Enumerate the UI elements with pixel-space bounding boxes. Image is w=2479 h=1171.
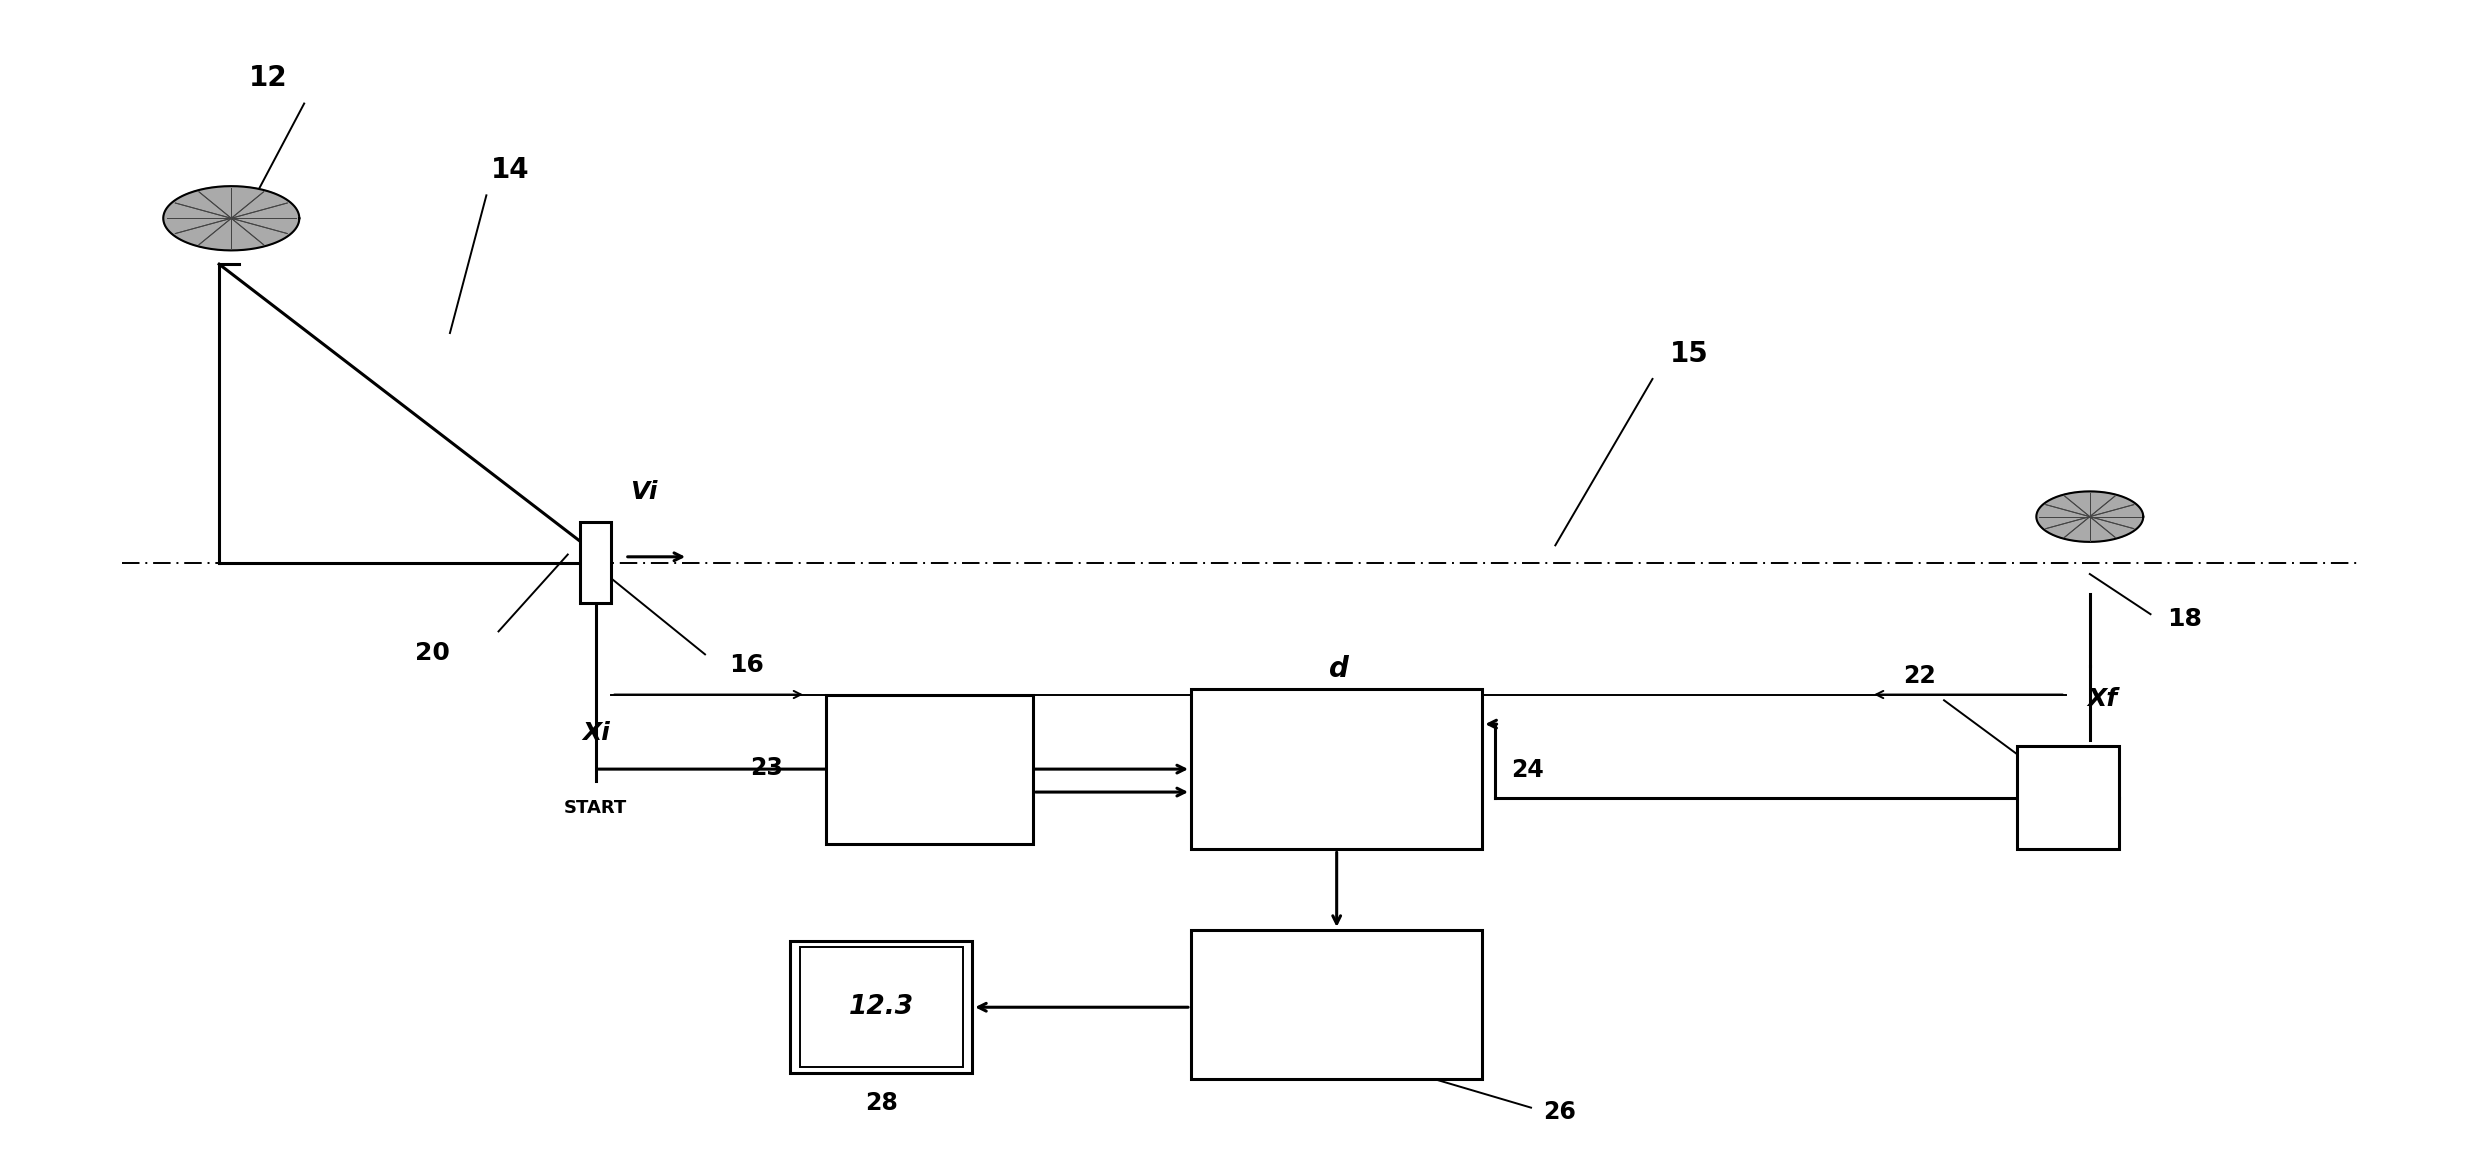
Text: 16: 16 (729, 652, 764, 677)
Text: 14: 14 (491, 156, 531, 184)
Text: 28: 28 (865, 1091, 897, 1115)
Text: Xf: Xf (2087, 687, 2117, 711)
Text: d: d (1329, 656, 1349, 684)
Bar (1190, 689, 1482, 849)
Text: 15: 15 (1668, 340, 1708, 368)
Text: Vi: Vi (630, 480, 657, 505)
Bar (2018, 746, 2120, 849)
Text: 20: 20 (414, 641, 451, 665)
Text: CPU: CPU (1306, 992, 1366, 1018)
Bar (801, 947, 962, 1068)
Text: 12.3: 12.3 (848, 994, 915, 1020)
Bar (791, 941, 972, 1073)
Bar (1190, 930, 1482, 1078)
Text: 22: 22 (1904, 664, 1936, 689)
Text: TIMER: TIMER (1292, 756, 1383, 782)
Text: 24: 24 (1512, 758, 1544, 782)
Text: STOP: STOP (2045, 790, 2090, 806)
Text: BASE: BASE (902, 783, 957, 801)
Bar (826, 694, 1034, 843)
Bar (580, 522, 612, 603)
Text: 26: 26 (1542, 1100, 1577, 1124)
Text: TIME: TIME (905, 742, 954, 761)
Text: START: START (565, 799, 627, 816)
Polygon shape (164, 186, 300, 251)
Text: Xi: Xi (583, 721, 610, 746)
Text: 23: 23 (749, 755, 783, 780)
Polygon shape (2035, 492, 2144, 542)
Text: 12: 12 (248, 64, 288, 93)
Text: 18: 18 (2167, 607, 2201, 631)
